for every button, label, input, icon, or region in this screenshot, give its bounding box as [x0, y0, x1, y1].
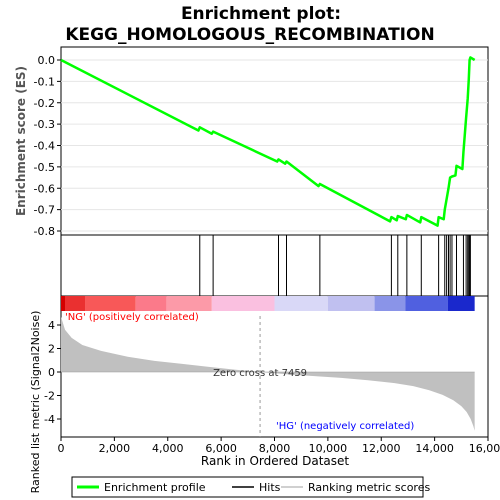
es-tick-label: -0.3: [34, 118, 55, 131]
band-segment: [327, 296, 375, 311]
chart-title-line1: Enrichment plot:: [181, 4, 341, 24]
es-tick-label: -0.5: [34, 161, 55, 174]
band-segment: [211, 296, 275, 311]
metric-tick-label: 0: [48, 366, 55, 379]
es-tick-label: -0.1: [34, 75, 55, 88]
es-panel: [60, 46, 489, 236]
band-segment: [135, 296, 167, 311]
ranking-color-band: [61, 296, 475, 311]
legend: Enrichment profile Hits Ranking metric sco…: [77, 481, 430, 494]
es-tick-label: 0.0: [38, 54, 56, 67]
band-segment: [374, 296, 406, 311]
band-segment: [447, 296, 475, 311]
positive-correlation-label: 'NG' (positively correlated): [65, 312, 199, 323]
es-tick-label: -0.8: [34, 225, 55, 238]
es-curve: [60, 56, 476, 227]
band-segment: [85, 296, 136, 311]
hits-panel: [60, 234, 489, 297]
es-tick-label: -0.7: [34, 204, 55, 217]
x-tick-label: 2,000: [99, 442, 131, 455]
x-tick-label: 16,000: [469, 442, 500, 455]
legend-label: Enrichment profile: [104, 481, 206, 494]
zero-cross-label: Zero cross at 7459: [213, 368, 307, 379]
metric-tick-label: -4: [44, 413, 55, 426]
es-y-ticks: 0.0 -0.1 -0.2 -0.3 -0.4 -0.5 -0.6 -0.7 -0.8: [34, 54, 61, 238]
es-gridlines: [61, 59, 488, 232]
x-tick-label: 8,000: [259, 442, 291, 455]
x-tick-label: 12,000: [362, 442, 401, 455]
chart-title-line2: KEGG_HOMOLOGOUS_RECOMBINATION: [65, 25, 434, 45]
legend-label: Ranking metric scores: [308, 481, 430, 494]
es-y-axis-label: Enrichment score (ES): [14, 66, 28, 216]
band-segment: [405, 296, 448, 311]
x-tick-label: 0: [58, 442, 65, 455]
x-axis-ticks: 0 2,000 4,000 6,000 8,000 10,000 12,000 14,000 1…: [58, 437, 500, 455]
band-segment: [274, 296, 328, 311]
x-tick-label: 10,000: [309, 442, 348, 455]
band-segment: [61, 296, 66, 311]
metric-tick-label: -2: [44, 390, 55, 403]
es-tick-label: -0.4: [34, 140, 55, 153]
metric-area-path: [61, 316, 475, 431]
hit-markers: [199, 235, 471, 296]
es-tick-label: -0.2: [34, 97, 55, 110]
legend-label: Hits: [259, 481, 281, 494]
x-axis-label: Rank in Ordered Dataset: [201, 454, 349, 468]
x-tick-label: 4,000: [152, 442, 184, 455]
x-tick-label: 14,000: [415, 442, 454, 455]
band-segment: [166, 296, 212, 311]
metric-tick-label: 2: [48, 343, 55, 356]
metric-y-axis-label: Ranked list metric (Signal2Noise): [29, 311, 42, 494]
es-curve-group: [60, 56, 476, 227]
band-segment: [65, 296, 86, 311]
negative-correlation-label: 'HG' (negatively correlated): [276, 421, 414, 432]
metric-y-ticks: 4 2 0 -2 -4: [44, 319, 61, 426]
es-tick-label: -0.6: [34, 182, 55, 195]
metric-tick-label: 4: [48, 319, 55, 332]
ranking-metric-area: [61, 316, 475, 431]
x-tick-label: 6,000: [205, 442, 237, 455]
